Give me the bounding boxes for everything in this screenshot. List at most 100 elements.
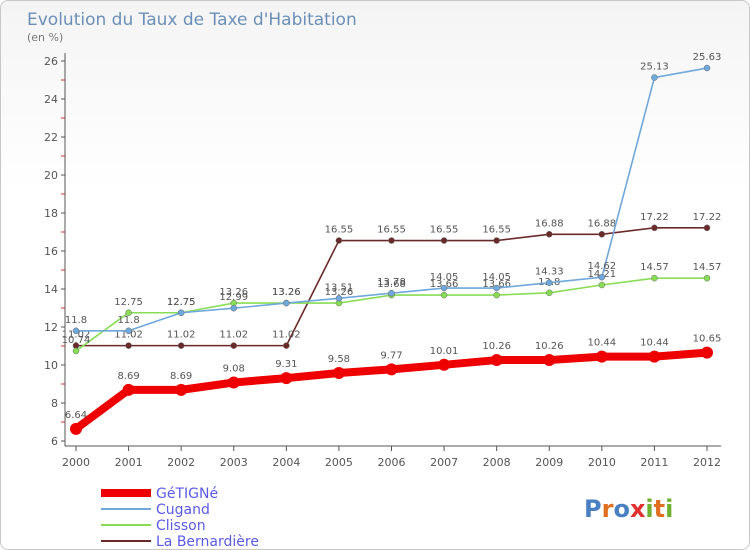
data-label: 9.08 bbox=[223, 363, 245, 374]
series-la-bernardi-re: 11.02 11.02 11.02 11.02 11.02 16.55 16.55 16.55… bbox=[62, 212, 722, 349]
y-tick-label: 6 bbox=[51, 435, 58, 448]
data-label: 14.62 bbox=[588, 261, 617, 272]
data-label: 13.51 bbox=[325, 282, 354, 293]
data-label: 9.77 bbox=[380, 350, 402, 361]
legend-label: La Bernardière bbox=[156, 534, 259, 550]
y-ticks: 6 8 10 12 14 16 18 20 22 24 26 bbox=[44, 55, 65, 448]
data-point bbox=[438, 358, 451, 371]
data-label: 25.63 bbox=[693, 52, 722, 63]
data-label: 10.26 bbox=[535, 341, 564, 352]
y-tick-label: 26 bbox=[44, 55, 58, 68]
data-label: 14.57 bbox=[640, 262, 669, 273]
data-label: 11.8 bbox=[65, 315, 87, 326]
data-label: 11.02 bbox=[167, 330, 196, 341]
x-tick-label: 2001 bbox=[115, 456, 143, 469]
data-label: 13.66 bbox=[430, 279, 459, 290]
data-point bbox=[651, 274, 658, 282]
data-point bbox=[598, 281, 606, 289]
x-tick-label: 2006 bbox=[378, 456, 406, 469]
x-tick-label: 2000 bbox=[62, 456, 90, 469]
data-label: 10.74 bbox=[62, 335, 91, 346]
data-label: 25.13 bbox=[640, 62, 669, 73]
data-point bbox=[388, 237, 395, 244]
data-point bbox=[598, 273, 606, 281]
data-label: 13.78 bbox=[377, 277, 406, 288]
data-point bbox=[440, 237, 448, 244]
data-point bbox=[177, 309, 185, 316]
x-tick-label: 2009 bbox=[535, 456, 563, 469]
x-tick-label: 2005 bbox=[325, 456, 353, 469]
data-label: 12.75 bbox=[167, 297, 196, 308]
logo-letter: P bbox=[584, 495, 602, 523]
data-point bbox=[440, 291, 448, 299]
data-point bbox=[125, 309, 132, 316]
data-label: 16.88 bbox=[535, 218, 564, 229]
data-point bbox=[283, 299, 290, 307]
data-label: 17.22 bbox=[640, 212, 669, 223]
data-label: 13.26 bbox=[325, 287, 354, 298]
data-point bbox=[332, 366, 345, 379]
data-point bbox=[493, 284, 500, 292]
data-label: 13.66 bbox=[482, 279, 511, 290]
logo-letter: o bbox=[613, 495, 630, 523]
logo-letter: x bbox=[630, 495, 646, 523]
y-tick-label: 22 bbox=[44, 131, 58, 144]
data-point bbox=[227, 376, 240, 389]
y-tick-label: 18 bbox=[44, 207, 58, 220]
data-label: 9.58 bbox=[328, 354, 350, 365]
series-cugand: 11.8 11.812.75 12.99 13.26 13.51 13.78 14.05 14… bbox=[65, 52, 722, 335]
data-point bbox=[335, 237, 343, 244]
data-label: 10.65 bbox=[693, 334, 722, 345]
data-point bbox=[595, 350, 608, 363]
x-ticks: 2000 2001 2002 2003 2004 2005 2006 2007 2008 2009… bbox=[62, 446, 721, 469]
data-label: 10.26 bbox=[482, 341, 511, 352]
data-point bbox=[651, 74, 658, 81]
x-tick-label: 2003 bbox=[220, 456, 248, 469]
data-point bbox=[598, 231, 606, 238]
data-label: 17.22 bbox=[693, 212, 722, 223]
data-point bbox=[125, 327, 132, 335]
data-point bbox=[335, 295, 343, 302]
data-point bbox=[175, 383, 188, 396]
data-point bbox=[493, 237, 500, 244]
data-point bbox=[546, 231, 553, 238]
data-label: 6.64 bbox=[65, 410, 87, 421]
x-tick-label: 2004 bbox=[272, 456, 300, 469]
data-label: 16.55 bbox=[377, 225, 406, 236]
legend-label: GéTIGNé bbox=[156, 486, 218, 502]
data-label: 9.31 bbox=[275, 359, 297, 370]
series-layer: 11.02 11.02 11.02 11.02 11.02 16.55 16.55 16.55… bbox=[62, 52, 722, 435]
proxiti-logo: Proxiti bbox=[584, 495, 673, 523]
data-label: 12.75 bbox=[114, 297, 143, 308]
logo-letter: r bbox=[602, 495, 614, 523]
data-point bbox=[440, 284, 448, 292]
data-point bbox=[72, 327, 80, 335]
data-label: 16.55 bbox=[482, 225, 511, 236]
data-label: 10.44 bbox=[640, 338, 669, 349]
legend-label: Clisson bbox=[156, 518, 206, 534]
data-point bbox=[546, 289, 553, 297]
y-tick-label: 12 bbox=[44, 321, 58, 334]
x-tick-label: 2012 bbox=[693, 456, 721, 469]
data-label: 13.68 bbox=[377, 279, 406, 290]
data-point bbox=[72, 347, 80, 355]
data-point bbox=[543, 354, 556, 367]
data-label: 8.69 bbox=[117, 371, 139, 382]
data-point bbox=[122, 383, 135, 396]
data-point bbox=[493, 291, 500, 299]
data-label: 11.02 bbox=[62, 330, 91, 341]
data-point bbox=[703, 274, 711, 282]
x-tick-label: 2010 bbox=[588, 456, 616, 469]
data-point bbox=[385, 363, 398, 376]
data-point bbox=[388, 289, 395, 297]
y-tick-label: 8 bbox=[51, 397, 58, 410]
x-tick-label: 2002 bbox=[167, 456, 195, 469]
data-label: 11.02 bbox=[114, 330, 143, 341]
data-label: 16.55 bbox=[430, 225, 459, 236]
data-point bbox=[177, 342, 185, 349]
legend-label: Cugand bbox=[156, 502, 210, 518]
data-label: 12.75 bbox=[167, 297, 196, 308]
